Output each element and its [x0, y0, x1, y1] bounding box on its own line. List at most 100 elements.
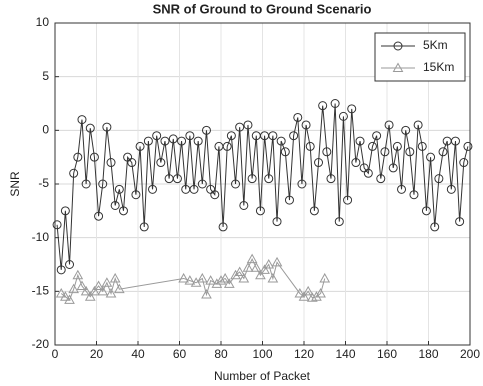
circle-marker	[322, 147, 332, 157]
circle-marker	[376, 174, 386, 184]
circle-marker	[177, 136, 187, 146]
triangle-marker	[68, 283, 80, 294]
circle-marker	[189, 184, 199, 194]
circle-marker	[272, 217, 282, 227]
x-tick-label: 180	[418, 347, 438, 361]
circle-marker	[56, 265, 66, 275]
circle-marker	[60, 206, 70, 216]
x-tick-label: 40	[131, 347, 145, 361]
y-tick-label: -15	[32, 284, 50, 298]
circle-marker	[430, 222, 440, 232]
circle-marker	[156, 158, 166, 168]
circle-marker	[52, 220, 62, 230]
circle-marker	[218, 222, 228, 232]
circle-marker	[77, 115, 87, 125]
x-tick-label: 80	[214, 347, 228, 361]
circle-marker	[305, 141, 315, 151]
circle-marker	[318, 101, 328, 111]
circle-marker	[393, 41, 403, 51]
series-line	[56, 103, 469, 270]
circle-marker	[438, 147, 448, 157]
triangle-marker	[255, 269, 266, 280]
triangle-marker	[315, 287, 326, 298]
circle-marker	[450, 136, 460, 146]
circle-marker	[143, 136, 153, 146]
circle-marker	[210, 190, 220, 200]
circle-marker	[65, 260, 75, 269]
circle-marker	[338, 111, 348, 121]
x-tick-label: 160	[377, 347, 397, 361]
circle-marker	[446, 184, 456, 194]
circle-marker	[276, 136, 286, 146]
circle-marker	[297, 179, 307, 189]
circle-marker	[114, 184, 124, 194]
circle-marker	[421, 206, 431, 216]
triangle-marker	[178, 272, 190, 283]
x-tick-label: 140	[335, 347, 355, 361]
circle-marker	[131, 190, 141, 200]
circle-marker	[102, 122, 112, 132]
circle-marker	[148, 184, 158, 194]
circle-marker	[401, 125, 411, 135]
circle-marker	[326, 174, 336, 184]
circle-marker	[201, 125, 211, 135]
circle-marker	[231, 179, 241, 189]
triangle-marker	[294, 287, 306, 298]
triangle-marker	[72, 269, 84, 280]
triangle-marker	[89, 285, 100, 296]
triangle-marker	[219, 272, 231, 283]
circle-marker	[363, 168, 373, 178]
circle-marker	[388, 163, 398, 173]
y-tick-label: -10	[32, 230, 50, 244]
triangle-marker	[196, 272, 208, 283]
triangle-marker	[201, 289, 212, 299]
circle-marker	[367, 141, 377, 151]
circle-marker	[280, 147, 290, 157]
circle-marker	[284, 195, 294, 205]
circle-marker	[264, 174, 274, 184]
triangle-marker	[306, 292, 318, 302]
circle-marker	[94, 211, 104, 221]
circle-marker	[152, 131, 162, 141]
x-tick-label: 120	[294, 347, 314, 361]
circle-marker	[434, 174, 444, 184]
circle-marker	[193, 136, 203, 146]
circle-marker	[226, 131, 236, 141]
triangle-marker	[311, 291, 322, 301]
circle-marker	[426, 152, 436, 162]
chart-title: SNR of Ground to Ground Scenario	[153, 1, 372, 16]
circle-marker	[98, 179, 108, 189]
circle-marker	[160, 136, 170, 146]
circle-marker	[330, 99, 340, 108]
triangle-marker	[211, 278, 223, 288]
circle-marker	[106, 158, 116, 168]
circle-marker	[355, 136, 365, 146]
circle-marker	[417, 141, 427, 151]
x-tick-label: 200	[460, 347, 480, 361]
triangle-marker	[64, 294, 75, 304]
circle-marker	[301, 120, 311, 130]
triangle-marker	[250, 262, 262, 272]
triangle-marker	[392, 62, 404, 72]
triangle-marker	[205, 275, 216, 285]
circle-marker	[168, 134, 178, 144]
y-tick-label: 5	[42, 69, 49, 83]
circle-marker	[69, 168, 79, 178]
circle-marker	[85, 123, 95, 133]
x-tick-label: 0	[52, 347, 59, 361]
y-axis-label: SNR	[8, 171, 22, 197]
circle-marker	[384, 120, 394, 130]
y-tick-label: 0	[42, 123, 49, 137]
circle-marker	[235, 122, 245, 132]
circle-marker	[314, 158, 324, 168]
triangle-marker	[97, 285, 109, 296]
y-tick-label: 10	[36, 15, 50, 29]
circle-marker	[293, 112, 303, 122]
triangle-marker	[263, 258, 275, 269]
x-tick-label: 60	[173, 347, 187, 361]
legend-label: 5Km	[423, 38, 448, 52]
circle-marker	[255, 206, 265, 216]
circle-marker	[343, 195, 353, 205]
triangle-marker	[259, 264, 270, 274]
